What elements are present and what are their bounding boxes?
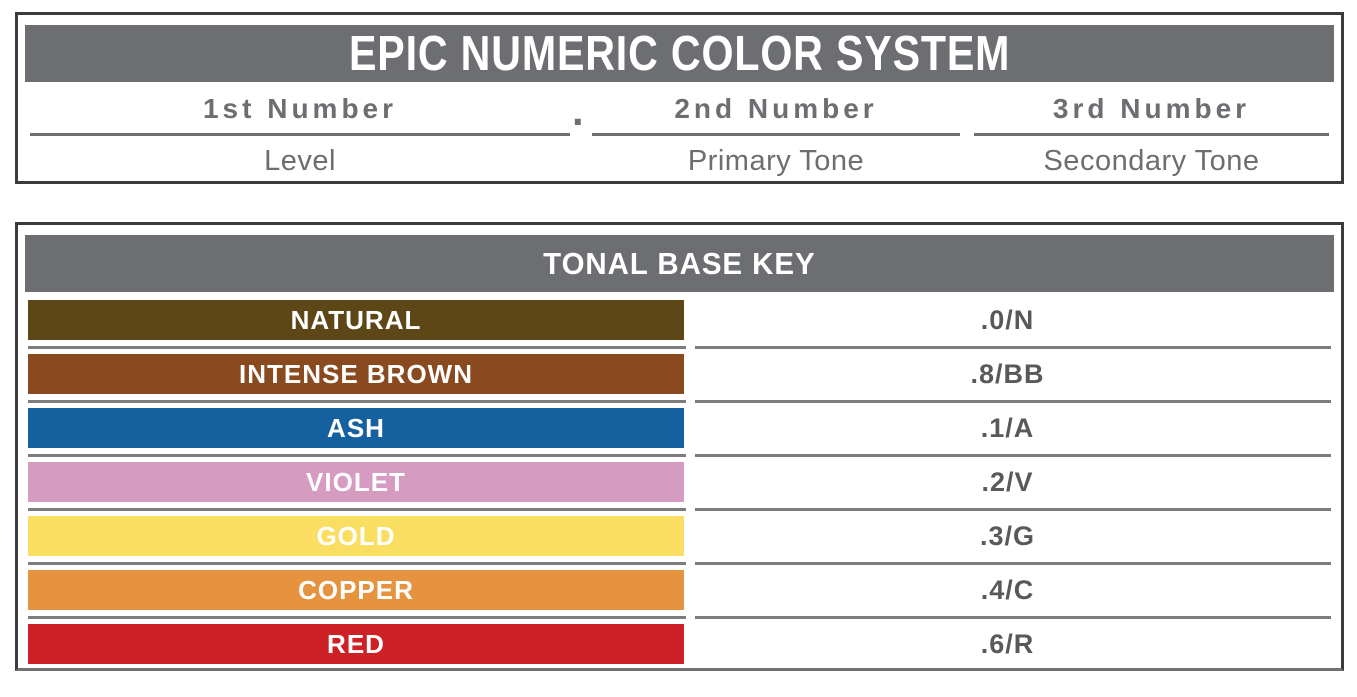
table-row: INTENSE BROWN .8/BB <box>28 354 1331 394</box>
column-second-number: 2nd Number Primary Tone <box>592 93 960 178</box>
table-row: NATURAL .0/N <box>28 300 1331 340</box>
second-number-sublabel: Primary Tone <box>687 145 865 177</box>
tone-code: .2/V <box>981 466 1034 497</box>
table-row: VIOLET .2/V <box>28 462 1331 502</box>
number-columns-row: 1st Number Level . 2nd Number Primary To… <box>30 87 1329 178</box>
tone-code: .1/A <box>980 412 1035 443</box>
first-number-sublabel: Level <box>264 145 336 177</box>
color-swatch-copper: COPPER <box>28 570 684 610</box>
table-row: RED .6/R <box>28 624 1331 664</box>
table-row: COPPER .4/C <box>28 570 1331 610</box>
color-swatch-red: RED <box>28 624 684 664</box>
tone-code: .4/C <box>980 574 1035 605</box>
tone-code: .8/BB <box>970 358 1045 389</box>
table-row: GOLD .3/G <box>28 516 1331 556</box>
row-separator <box>28 340 1331 354</box>
row-separator <box>28 448 1331 462</box>
tonal-base-key-title: TONAL BASE KEY <box>543 245 816 281</box>
numeric-system-panel: EPIC NUMERIC COLOR SYSTEM 1st Number Lev… <box>15 12 1344 184</box>
page-title: EPIC NUMERIC COLOR SYSTEM <box>348 26 1011 81</box>
column-first-number: 1st Number Level <box>30 93 570 178</box>
table-row: ASH .1/A <box>28 408 1331 448</box>
row-separator <box>28 610 1331 624</box>
color-swatch-violet: VIOLET <box>28 462 684 502</box>
tone-code: .6/R <box>980 628 1035 659</box>
color-swatch-gold: GOLD <box>28 516 684 556</box>
row-separator <box>28 556 1331 570</box>
row-separator <box>28 502 1331 516</box>
color-swatch-intense-brown: INTENSE BROWN <box>28 354 684 394</box>
tone-code: .0/N <box>980 304 1035 335</box>
tonal-base-key-header-bar: TONAL BASE KEY <box>25 235 1334 292</box>
tone-code: .3/G <box>979 520 1036 551</box>
column-third-number: 3rd Number Secondary Tone <box>974 93 1329 178</box>
color-swatch-ash: ASH <box>28 408 684 448</box>
first-number-header: 1st Number <box>30 93 570 136</box>
tonal-base-key-panel: TONAL BASE KEY NATURAL .0/N INTENSE BROW… <box>15 222 1344 671</box>
row-separator <box>28 394 1331 408</box>
color-swatch-natural: NATURAL <box>28 300 684 340</box>
numeric-system-header-bar: EPIC NUMERIC COLOR SYSTEM <box>25 25 1334 82</box>
decimal-point-separator: . <box>572 87 584 134</box>
third-number-header: 3rd Number <box>974 93 1329 136</box>
second-number-header: 2nd Number <box>592 93 960 136</box>
tonal-rows: NATURAL .0/N INTENSE BROWN .8/BB ASH .1/… <box>28 300 1331 664</box>
third-number-sublabel: Secondary Tone <box>1043 145 1260 177</box>
